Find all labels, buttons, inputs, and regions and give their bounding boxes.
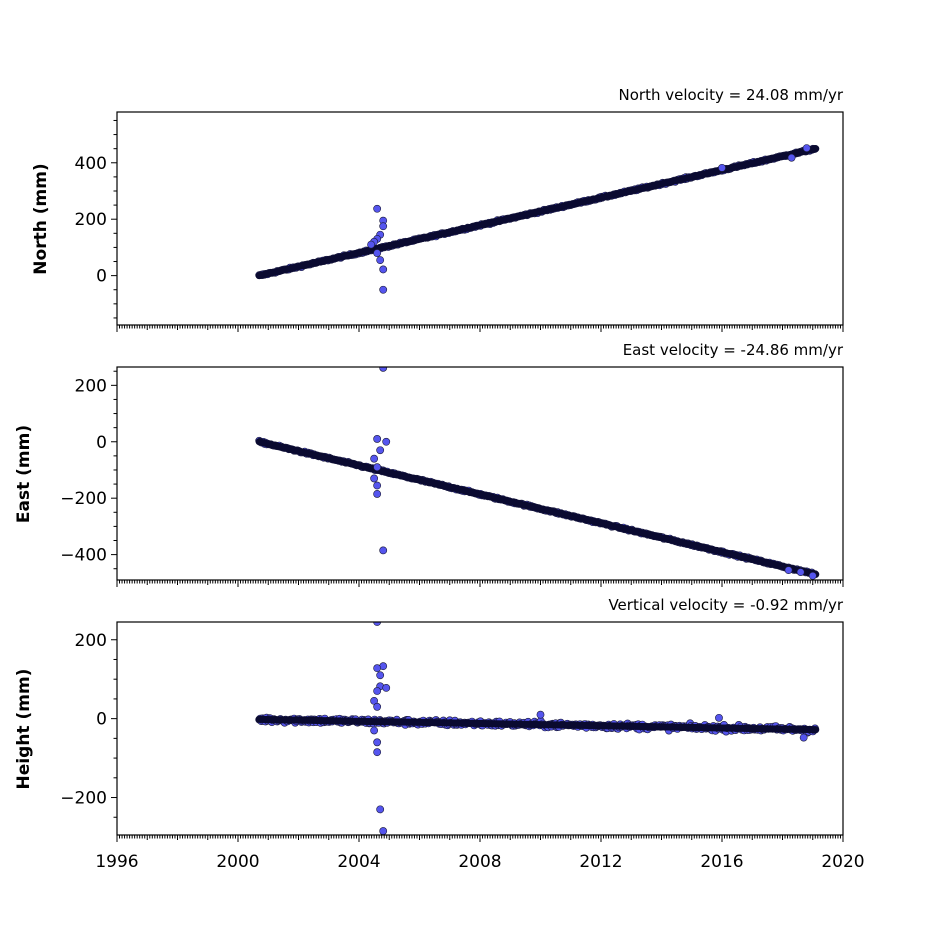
- trend-line: [255, 715, 820, 734]
- outlier-point: [373, 463, 382, 472]
- outlier-point: [373, 481, 382, 490]
- outlier-point: [373, 435, 382, 443]
- outlier-point: [799, 733, 808, 742]
- height-x-ticks: [116, 835, 844, 842]
- outlier-point: [373, 249, 382, 257]
- outlier-point: [784, 566, 793, 575]
- outlier-point: [379, 222, 388, 231]
- outlier-point: [370, 726, 379, 735]
- y-tick-label: 0: [96, 267, 107, 287]
- outlier-point: [715, 713, 723, 722]
- outlier-point: [787, 153, 796, 162]
- y-tick-label: −400: [60, 546, 107, 566]
- y-tick-label: −200: [60, 789, 107, 809]
- height-plot-frame: [116, 621, 844, 836]
- east-plot-frame: [116, 366, 844, 581]
- trend-line: [255, 145, 820, 280]
- x-tick-label: 2016: [700, 852, 743, 872]
- height-y-axis-label: Height (mm): [14, 669, 34, 790]
- east-velocity-title: East velocity = -24.86 mm/yr: [623, 341, 844, 359]
- outlier-point: [382, 683, 391, 692]
- y-tick-label: 200: [75, 376, 107, 396]
- outlier-point: [718, 163, 726, 172]
- x-tick-label: 1996: [95, 852, 138, 872]
- outlier-point: [367, 240, 375, 249]
- outlier-point: [373, 490, 382, 498]
- outlier-point: [379, 827, 388, 835]
- y-tick-label: 200: [75, 631, 107, 651]
- outlier-point: [373, 687, 382, 695]
- height-panel: Vertical velocity = -0.92 mm/yr Height (…: [14, 596, 865, 872]
- outlier-point: [802, 144, 811, 153]
- north-data-points: [255, 144, 820, 294]
- north-plot-frame: [116, 111, 844, 326]
- outlier-point: [796, 568, 805, 577]
- height-y-ticks: −200 0 200: [60, 631, 117, 818]
- east-data-points: [255, 367, 820, 580]
- outlier-point: [373, 748, 382, 757]
- x-tick-label: 2008: [458, 852, 501, 872]
- trend-line: [255, 438, 820, 578]
- outlier-point: [379, 546, 388, 555]
- outlier-point: [376, 446, 385, 455]
- outlier-point: [376, 256, 385, 265]
- east-x-ticks: [116, 580, 844, 587]
- y-tick-label: −200: [60, 489, 107, 509]
- x-tick-label: 2012: [579, 852, 622, 872]
- y-tick-label: 0: [96, 710, 107, 730]
- outlier-point: [536, 710, 545, 719]
- x-tick-label: 2004: [337, 852, 380, 872]
- outlier-point: [376, 805, 385, 814]
- outlier-point: [370, 474, 379, 483]
- east-y-axis-label: East (mm): [14, 425, 34, 523]
- east-panel: East velocity = -24.86 mm/yr East (mm) −…: [14, 341, 844, 587]
- outlier-point: [373, 738, 382, 747]
- north-y-axis-label: North (mm): [31, 163, 51, 274]
- outlier-point: [382, 437, 391, 446]
- outlier-point: [808, 571, 817, 580]
- y-tick-label: 400: [75, 154, 107, 174]
- vertical-velocity-title: Vertical velocity = -0.92 mm/yr: [608, 596, 843, 614]
- x-tick-label: 2000: [216, 852, 259, 872]
- north-x-ticks: [116, 325, 844, 332]
- outlier-point: [379, 265, 388, 274]
- y-tick-label: 200: [75, 210, 107, 230]
- y-tick-label: 0: [96, 433, 107, 453]
- outlier-point: [373, 702, 382, 711]
- outlier-point: [373, 664, 382, 673]
- outlier-point: [373, 204, 382, 213]
- outlier-point: [379, 367, 388, 372]
- north-y-ticks: 0 200 400: [75, 119, 117, 319]
- x-tick-label: 2020: [821, 852, 864, 872]
- outlier-point: [370, 454, 379, 463]
- outlier-point: [379, 285, 388, 294]
- outlier-point: [376, 671, 385, 680]
- north-panel: North velocity = 24.08 mm/yr North (mm) …: [31, 86, 844, 332]
- x-tick-labels: 1996 2000 2004 2008 2012 2016 2020: [95, 852, 864, 872]
- east-y-ticks: −400 −200 0 200: [60, 370, 117, 570]
- north-velocity-title: North velocity = 24.08 mm/yr: [619, 86, 844, 104]
- height-data-points: [255, 622, 820, 835]
